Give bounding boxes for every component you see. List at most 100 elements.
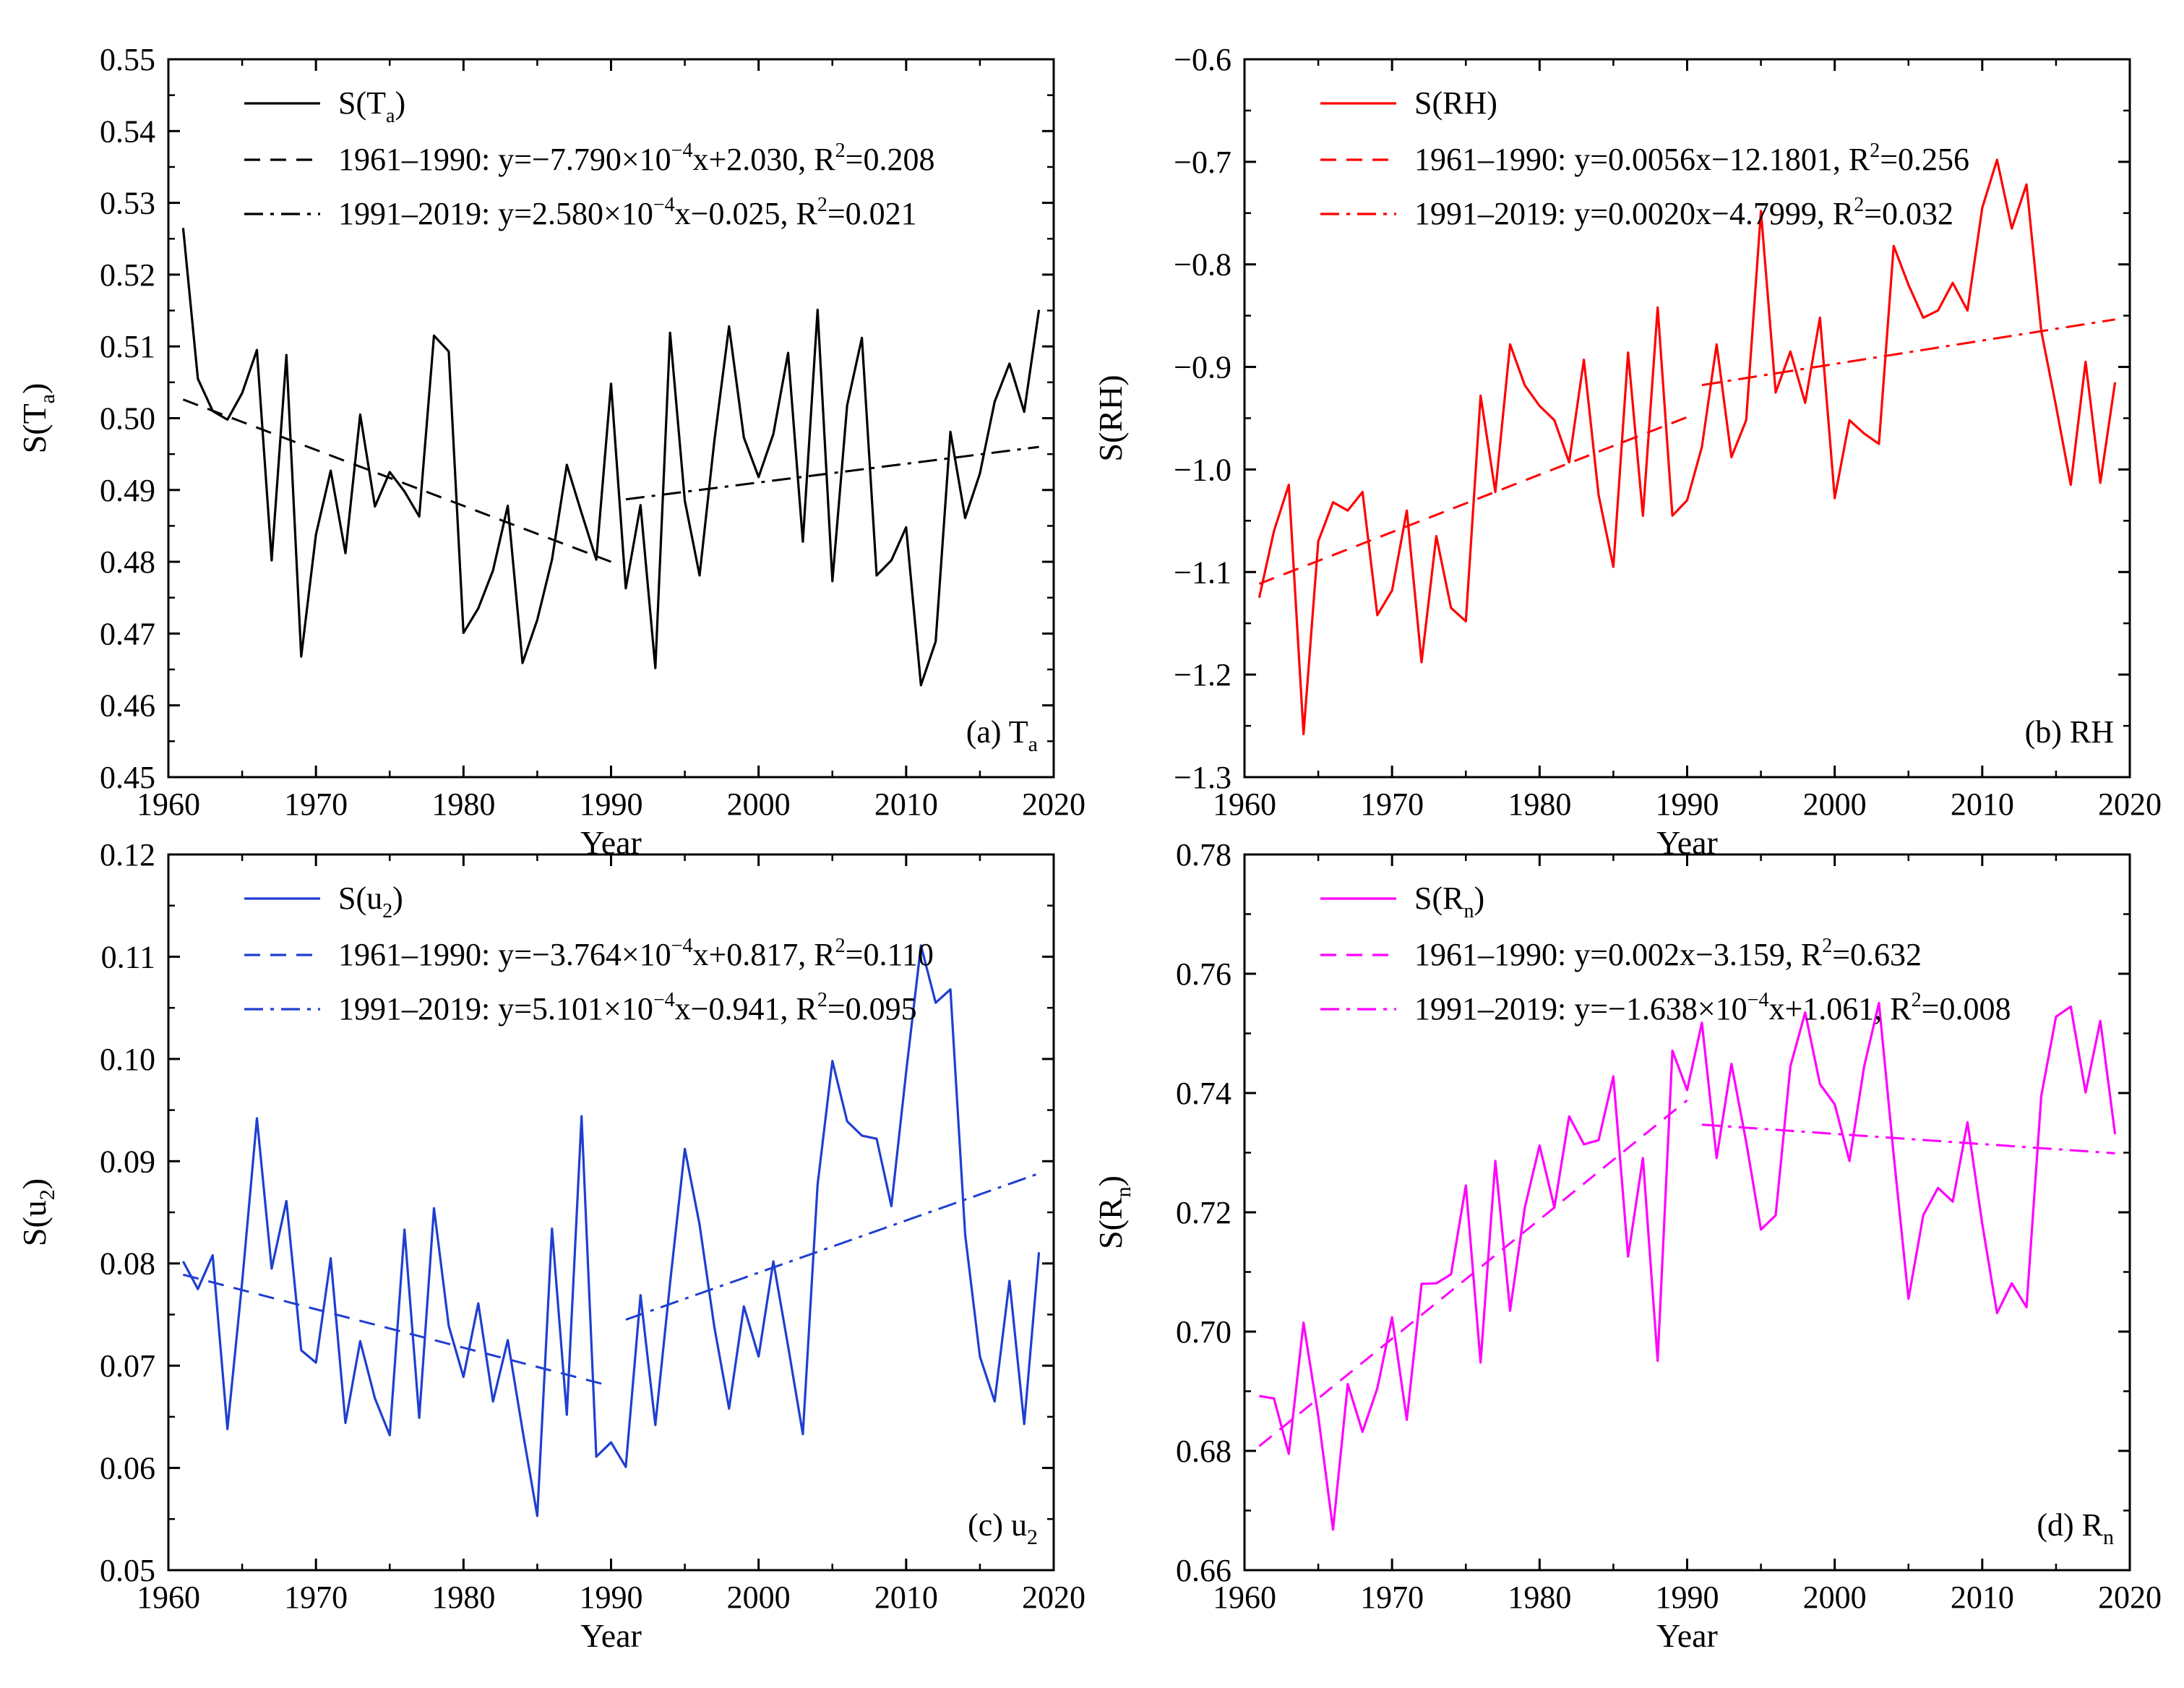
x-tick-label: 1960 xyxy=(1213,787,1276,822)
legend-label: S(Rn) xyxy=(1414,881,1484,922)
legend: S(u2) 1961–1990: y=−3.764×10−4x+0.817, R2… xyxy=(244,881,934,1027)
series-line xyxy=(1257,158,2117,736)
y-tick-label: 0.51 xyxy=(100,329,155,364)
y-tick-label: −0.8 xyxy=(1174,247,1231,283)
x-tick-label: 1980 xyxy=(431,787,495,822)
x-tick-label: 1960 xyxy=(1213,1580,1276,1615)
series-line xyxy=(1259,1001,2117,1531)
x-tick-label: 2010 xyxy=(1951,787,2014,822)
legend-label: 1961–1990: y=−7.790×10−4x+2.030, R2=0.20… xyxy=(338,140,934,177)
y-tick-label: 0.11 xyxy=(101,939,155,974)
y-tick-label: 0.52 xyxy=(100,257,155,293)
y-tick-label: −0.7 xyxy=(1174,145,1231,180)
panel-4: 1960 1970 1980 1990 2000 2010 2020 0.66 0.68 0.70… xyxy=(1092,837,2162,1654)
x-tick-label: 1990 xyxy=(580,1580,643,1615)
x-tick-label: 1960 xyxy=(137,787,200,822)
x-axis: 1960 1970 1980 1990 2000 2010 2020 xyxy=(137,59,1085,822)
trend-line-1991-2019 xyxy=(1701,1123,2115,1154)
x-tick-label: 2000 xyxy=(727,1580,791,1615)
y-tick-label: 0.45 xyxy=(100,760,155,795)
x-tick-label: 1970 xyxy=(1360,787,1424,822)
x-tick-label: 1990 xyxy=(1656,787,1719,822)
y-tick-label: −0.9 xyxy=(1174,350,1231,385)
y-tick-label: 0.12 xyxy=(100,837,155,873)
y-tick-label: 0.49 xyxy=(100,473,155,508)
y-tick-label: 0.66 xyxy=(1176,1553,1231,1588)
legend-label: 1961–1990: y=−3.764×10−4x+0.817, R2=0.11… xyxy=(338,935,934,972)
legend-label: 1991–2019: y=2.580×10−4x−0.025, R2=0.021 xyxy=(338,194,917,231)
y-tick-label: 0.55 xyxy=(100,42,155,77)
x-tick-label: 2020 xyxy=(2098,1580,2162,1615)
legend-label: 1991–2019: y=−1.638×10−4x+1.061, R2=0.00… xyxy=(1414,989,2011,1027)
y-tick-label: 0.53 xyxy=(100,186,155,221)
y-tick-label: 0.08 xyxy=(100,1246,155,1282)
y-axis-title: S(u2) xyxy=(16,1178,59,1246)
legend-label: S(Ta) xyxy=(338,85,405,127)
y-tick-label: 0.74 xyxy=(1176,1076,1231,1111)
x-tick-label: 1970 xyxy=(284,1580,348,1615)
series-line xyxy=(181,228,1041,687)
y-tick-label: 0.05 xyxy=(100,1553,155,1588)
y-axis: −1.3 −1.2 −1.1 −1.0 −0.9 −0.8 −0.7 −0.6 xyxy=(1174,42,2130,795)
x-tick-label: 1980 xyxy=(431,1580,495,1615)
trend-line-1991-2019 xyxy=(625,1172,1040,1321)
y-tick-label: −1.2 xyxy=(1174,657,1231,693)
y-tick-label: 0.06 xyxy=(100,1451,155,1486)
y-tick-label: −1.1 xyxy=(1174,554,1231,590)
y-axis: 0.05 0.06 0.07 0.08 0.09 0.10 0.11 0.12 xyxy=(100,837,1054,1588)
panel-1: 1960 1970 1980 1990 2000 2010 2020 0.45 0.46 0.47… xyxy=(16,42,1085,861)
x-tick-label: 1990 xyxy=(580,787,643,822)
y-tick-label: 0.70 xyxy=(1176,1314,1231,1350)
y-tick-label: 0.54 xyxy=(100,113,155,149)
y-tick-label: 0.47 xyxy=(100,616,155,651)
legend-label: 1991–2019: y=0.0020x−4.7999, R2=0.032 xyxy=(1414,194,1953,231)
x-tick-label: 2000 xyxy=(1803,1580,1867,1615)
y-axis-title: S(RH) xyxy=(1092,374,1129,461)
y-tick-label: 0.09 xyxy=(100,1144,155,1179)
data-points xyxy=(1257,158,2116,735)
x-axis: 1960 1970 1980 1990 2000 2010 2020 xyxy=(137,854,1085,1615)
y-tick-label: −1.0 xyxy=(1174,452,1231,487)
trend-line-1991-2019 xyxy=(1701,318,2115,387)
x-tick-label: 2020 xyxy=(2098,787,2162,822)
x-tick-label: 1980 xyxy=(1508,787,1571,822)
x-tick-label: 2010 xyxy=(1951,1580,2014,1615)
y-tick-label: 0.10 xyxy=(100,1042,155,1077)
y-axis-title: S(Ta) xyxy=(16,383,59,454)
y-tick-label: 0.48 xyxy=(100,544,155,580)
y-tick-label: 0.46 xyxy=(100,688,155,724)
y-tick-label: 0.50 xyxy=(100,401,155,437)
panel-label: (d) Rn xyxy=(2037,1507,2114,1549)
y-tick-label: −1.3 xyxy=(1174,760,1231,795)
x-axis: 1960 1970 1980 1990 2000 2010 2020 xyxy=(1213,854,2162,1615)
panel-label: (a) Ta xyxy=(966,714,1038,756)
x-axis: 1960 1970 1980 1990 2000 2010 2020 xyxy=(1213,59,2162,822)
y-tick-label: −0.6 xyxy=(1174,42,1231,77)
y-axis: 0.66 0.68 0.70 0.72 0.74 0.76 0.78 xyxy=(1176,837,2130,1588)
data-points xyxy=(181,226,1040,687)
y-tick-label: 0.78 xyxy=(1176,837,1231,873)
panel-label: (c) u2 xyxy=(968,1507,1038,1549)
legend-label: 1961–1990: y=0.0056x−12.1801, R2=0.256 xyxy=(1414,140,1969,177)
x-tick-label: 2010 xyxy=(874,787,938,822)
legend-label: 1961–1990: y=0.002x−3.159, R2=0.632 xyxy=(1414,935,1922,972)
trend-line-1991-2019 xyxy=(625,445,1039,501)
x-axis-title: Year xyxy=(580,1617,642,1654)
x-axis-title: Year xyxy=(1656,1617,1718,1654)
y-tick-label: 0.68 xyxy=(1176,1434,1231,1469)
legend-label: 1991–2019: y=5.101×10−4x−0.941, R2=0.095 xyxy=(338,989,917,1027)
x-tick-label: 2020 xyxy=(1022,1580,1085,1615)
x-tick-label: 1970 xyxy=(284,787,348,822)
legend: S(RH) 1961–1990: y=0.0056x−12.1801, R2=0.… xyxy=(1320,85,1969,231)
y-tick-label: 0.76 xyxy=(1176,956,1231,992)
x-tick-label: 2010 xyxy=(874,1580,938,1615)
x-tick-label: 1970 xyxy=(1360,1580,1424,1615)
panel-2: 1960 1970 1980 1990 2000 2010 2020 −1.3 −1.2 −1.1… xyxy=(1092,42,2162,861)
x-tick-label: 2020 xyxy=(1022,787,1085,822)
x-tick-label: 1980 xyxy=(1508,1580,1571,1615)
legend-label: S(RH) xyxy=(1414,85,1497,121)
x-tick-label: 2000 xyxy=(727,787,791,822)
data-points xyxy=(1257,1001,2116,1530)
panel-3: 1960 1970 1980 1990 2000 2010 2020 0.05 0.06 0.07… xyxy=(16,837,1085,1654)
legend-label: S(u2) xyxy=(338,881,403,922)
